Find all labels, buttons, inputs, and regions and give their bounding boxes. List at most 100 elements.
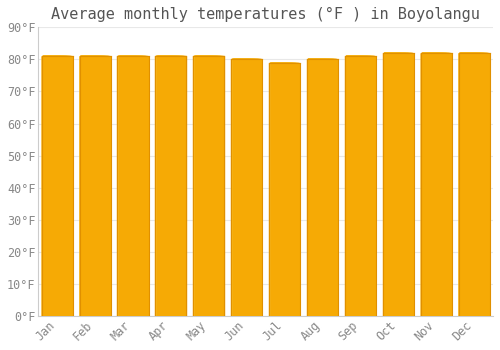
Bar (194, 56, 212, 316)
Bar (194, 56, 195, 316)
Bar (80, 56, 90, 316)
Bar (118, 56, 133, 316)
Bar (156, 56, 164, 316)
Bar (460, 53, 473, 316)
Bar (194, 56, 196, 316)
Bar (232, 60, 254, 316)
Bar (119, 56, 146, 316)
Bar (422, 53, 432, 316)
Bar (194, 56, 214, 316)
Bar (42, 56, 43, 316)
Bar (81, 56, 99, 316)
Bar (460, 53, 475, 316)
Bar (80, 56, 85, 316)
Bar (193, 56, 194, 316)
Bar (43, 56, 72, 316)
Bar (156, 56, 170, 316)
Bar (156, 56, 180, 316)
Bar (232, 60, 250, 316)
Bar (42, 56, 52, 316)
Bar (384, 53, 398, 316)
Bar (232, 60, 249, 316)
Bar (346, 56, 354, 316)
Bar (308, 60, 332, 316)
Bar (460, 53, 480, 316)
Bar (156, 56, 162, 316)
Bar (384, 53, 406, 316)
Bar (81, 56, 100, 316)
Bar (422, 53, 442, 316)
Bar (232, 60, 236, 316)
Bar (270, 63, 295, 316)
Bar (42, 56, 51, 316)
Bar (422, 53, 424, 316)
Bar (270, 63, 297, 316)
Bar (346, 56, 360, 316)
Bar (43, 56, 57, 316)
Bar (43, 56, 57, 316)
Bar (119, 56, 143, 316)
Bar (460, 53, 462, 316)
Bar (194, 56, 202, 316)
Bar (43, 56, 58, 316)
Bar (81, 56, 104, 316)
Bar (157, 56, 182, 316)
Bar (460, 53, 472, 316)
Bar (346, 56, 355, 316)
Bar (156, 56, 173, 316)
Bar (270, 63, 293, 316)
Bar (346, 56, 351, 316)
Bar (346, 56, 348, 316)
Bar (232, 60, 256, 316)
Bar (422, 53, 430, 316)
Bar (43, 56, 56, 316)
Bar (232, 60, 262, 316)
Bar (308, 60, 327, 316)
Bar (270, 63, 292, 316)
Bar (308, 60, 334, 316)
Bar (270, 63, 272, 316)
Bar (156, 56, 166, 316)
Bar (157, 56, 184, 316)
Bar (156, 56, 172, 316)
Bar (270, 63, 282, 316)
Bar (194, 56, 220, 316)
Bar (308, 60, 338, 316)
Bar (80, 56, 94, 316)
Bar (308, 60, 320, 316)
Bar (422, 53, 432, 316)
Bar (195, 56, 224, 316)
Bar (384, 53, 392, 316)
Bar (42, 56, 48, 316)
Bar (194, 56, 205, 316)
Bar (156, 56, 166, 316)
Bar (460, 53, 481, 316)
Bar (270, 63, 279, 316)
Title: Average monthly temperatures (°F ) in Boyolangu: Average monthly temperatures (°F ) in Bo… (51, 7, 480, 22)
Bar (81, 56, 110, 316)
Bar (308, 60, 326, 316)
Bar (156, 56, 175, 316)
Bar (118, 56, 130, 316)
Bar (232, 60, 260, 316)
Bar (156, 56, 170, 316)
Bar (308, 60, 335, 316)
Bar (422, 53, 427, 316)
Bar (42, 56, 44, 316)
Bar (422, 53, 426, 316)
Bar (157, 56, 186, 316)
Bar (270, 63, 280, 316)
Bar (270, 63, 277, 316)
Bar (43, 56, 70, 316)
Bar (118, 56, 134, 316)
Bar (460, 53, 462, 316)
Bar (346, 56, 362, 316)
Bar (156, 56, 157, 316)
Bar (43, 56, 64, 316)
Bar (422, 53, 438, 316)
Bar (346, 56, 370, 316)
Bar (383, 53, 384, 316)
Bar (346, 56, 372, 316)
Bar (460, 53, 488, 316)
Bar (194, 56, 216, 316)
